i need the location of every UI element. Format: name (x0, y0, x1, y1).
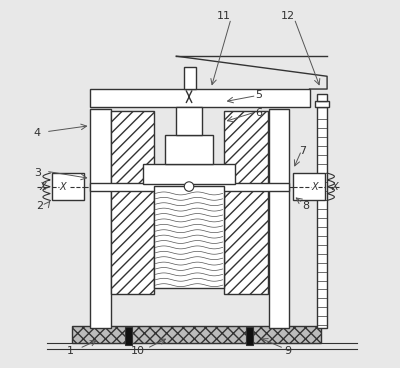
Text: 10: 10 (131, 346, 145, 356)
Text: 4: 4 (34, 128, 41, 138)
Text: 6: 6 (255, 108, 262, 118)
Bar (110, 111, 154, 294)
Bar (90, 109, 110, 328)
Text: 9: 9 (284, 346, 291, 356)
Text: X: X (311, 182, 318, 192)
Text: 5: 5 (255, 89, 262, 99)
Text: X: X (59, 182, 66, 192)
Bar (293, 173, 325, 201)
Text: 3: 3 (34, 168, 41, 178)
Text: 1: 1 (67, 346, 74, 356)
Bar (246, 327, 253, 345)
Bar (317, 107, 327, 328)
Text: X: X (40, 181, 46, 192)
Bar (176, 107, 202, 135)
Bar (317, 94, 327, 101)
Bar (125, 327, 132, 345)
Bar (52, 173, 84, 201)
Bar (184, 67, 196, 89)
Text: 8: 8 (302, 201, 310, 211)
Bar (154, 186, 224, 288)
Text: 7: 7 (299, 146, 306, 156)
Circle shape (184, 182, 194, 191)
Bar (90, 183, 290, 191)
Bar (143, 164, 235, 184)
Bar (165, 135, 213, 164)
Text: 2: 2 (36, 201, 43, 211)
Bar (90, 89, 310, 107)
Bar (224, 111, 268, 294)
Text: X: X (331, 181, 338, 192)
Bar (269, 109, 290, 328)
Bar (72, 326, 320, 343)
Bar (315, 101, 329, 107)
Text: 11: 11 (217, 11, 231, 21)
Text: 12: 12 (280, 11, 295, 21)
